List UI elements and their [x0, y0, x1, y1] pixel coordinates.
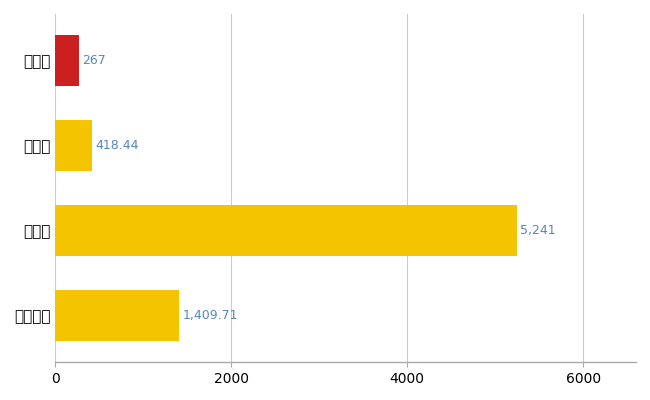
- Text: 5,241: 5,241: [520, 224, 556, 237]
- Text: 1,409.71: 1,409.71: [183, 309, 239, 322]
- Bar: [55, 290, 179, 341]
- Text: 418.44: 418.44: [96, 139, 139, 152]
- Text: 267: 267: [83, 54, 106, 67]
- Bar: [55, 205, 517, 256]
- Bar: [55, 35, 79, 86]
- Bar: [55, 120, 92, 171]
